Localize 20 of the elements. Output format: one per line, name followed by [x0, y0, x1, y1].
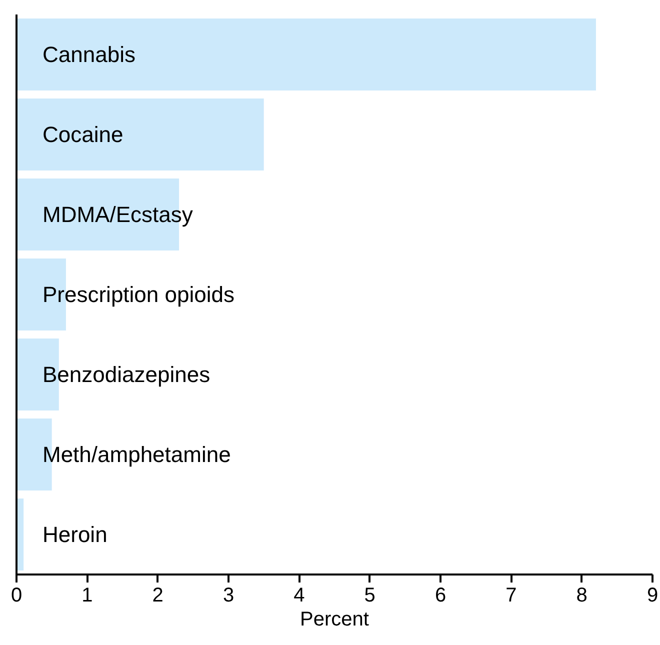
- x-tick-label: 3: [222, 584, 234, 606]
- x-tick-label: 9: [646, 584, 658, 606]
- y-tick-label: Meth/amphetamine: [42, 442, 231, 467]
- y-tick-label: MDMA/Ecstasy: [42, 202, 193, 227]
- bar: [16, 98, 264, 170]
- y-tick-label: Heroin: [42, 522, 108, 547]
- x-tick-label: 5: [364, 584, 376, 606]
- x-axis-title: Percent: [300, 608, 370, 630]
- x-tick-label: 6: [434, 584, 446, 606]
- x-tick-label: 1: [82, 584, 93, 606]
- bar: [16, 18, 596, 90]
- y-tick-label: Prescription opioids: [42, 282, 234, 307]
- x-tick-label: 0: [10, 584, 22, 606]
- x-tick-label: 4: [294, 584, 305, 606]
- x-tick-label: 7: [506, 584, 517, 606]
- y-tick-label: Benzodiazepines: [42, 362, 210, 387]
- y-tick-label: Cannabis: [42, 42, 136, 67]
- x-tick-label: 8: [576, 584, 588, 606]
- y-tick-label: Cocaine: [42, 122, 124, 147]
- x-tick-label: 2: [152, 584, 164, 606]
